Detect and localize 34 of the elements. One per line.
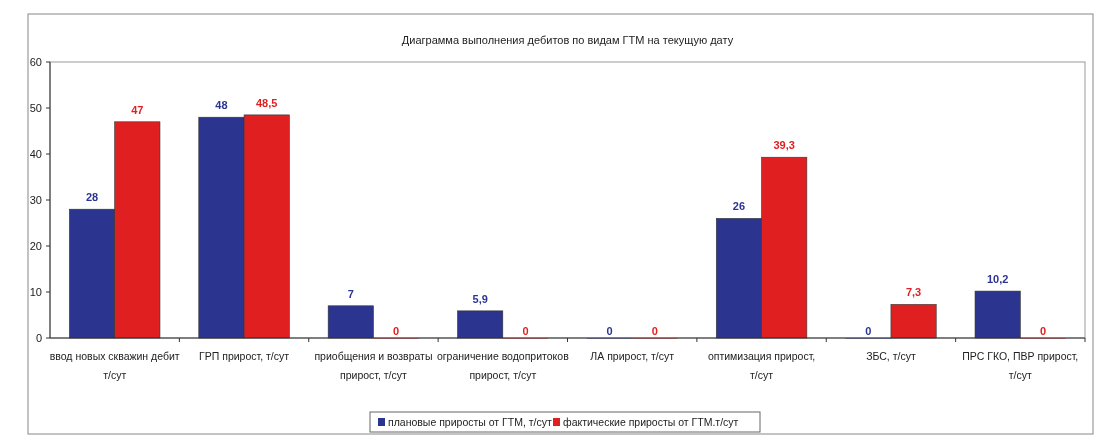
data-label: 0 xyxy=(606,325,613,337)
chart-title: Диаграмма выполнения дебитов по видам ГТМ на текущую дату xyxy=(401,34,734,46)
data-label: 0 xyxy=(865,325,872,337)
legend-label: плановые приросты от ГТМ, т/сут xyxy=(388,416,553,428)
x-tick-label: ввод новых скважин дебит т/сут xyxy=(49,350,180,381)
x-tick-label: ПРС ГКО, ПВР прирост, т/сут xyxy=(962,350,1079,381)
x-tick-label: ЗБС, т/сут xyxy=(866,350,916,362)
y-tick-label: 10 xyxy=(29,286,42,298)
data-label: 0 xyxy=(651,325,658,337)
y-tick-label: 50 xyxy=(29,102,42,114)
data-label: 7,3 xyxy=(905,286,922,299)
data-label: 10,2 xyxy=(986,273,1009,286)
x-tick-label: ЛА прирост, т/сут xyxy=(590,350,675,362)
data-label: 48 xyxy=(215,99,228,112)
y-tick-label: 60 xyxy=(29,56,42,68)
legend-label: фактические приросты от ГТМ.т/сут xyxy=(563,416,739,428)
x-tick-label: оптимизация прирост, т/сут xyxy=(707,350,816,381)
y-tick-label: 40 xyxy=(29,148,42,160)
data-label: 5,9 xyxy=(472,292,488,305)
data-label: 0 xyxy=(1039,325,1047,337)
data-label: 7 xyxy=(347,287,354,300)
x-tick-label: приобщения и возвраты прирост, т/сут xyxy=(314,350,433,381)
y-tick-label: 0 xyxy=(35,332,42,344)
data-label: 47 xyxy=(131,103,144,116)
data-label: 26 xyxy=(732,200,746,213)
data-label: 0 xyxy=(393,325,400,337)
y-tick-label: 20 xyxy=(29,240,42,252)
x-tick-label: ГРП прирост, т/сут xyxy=(199,350,290,362)
data-label: 48,5 xyxy=(255,96,278,109)
data-label: 28 xyxy=(85,191,99,204)
y-tick-label: 30 xyxy=(29,194,42,206)
x-tick-label: ограничение водопритоков прирост, т/сут xyxy=(436,350,570,381)
data-label: 39,3 xyxy=(773,139,795,152)
data-label: 0 xyxy=(522,325,529,337)
